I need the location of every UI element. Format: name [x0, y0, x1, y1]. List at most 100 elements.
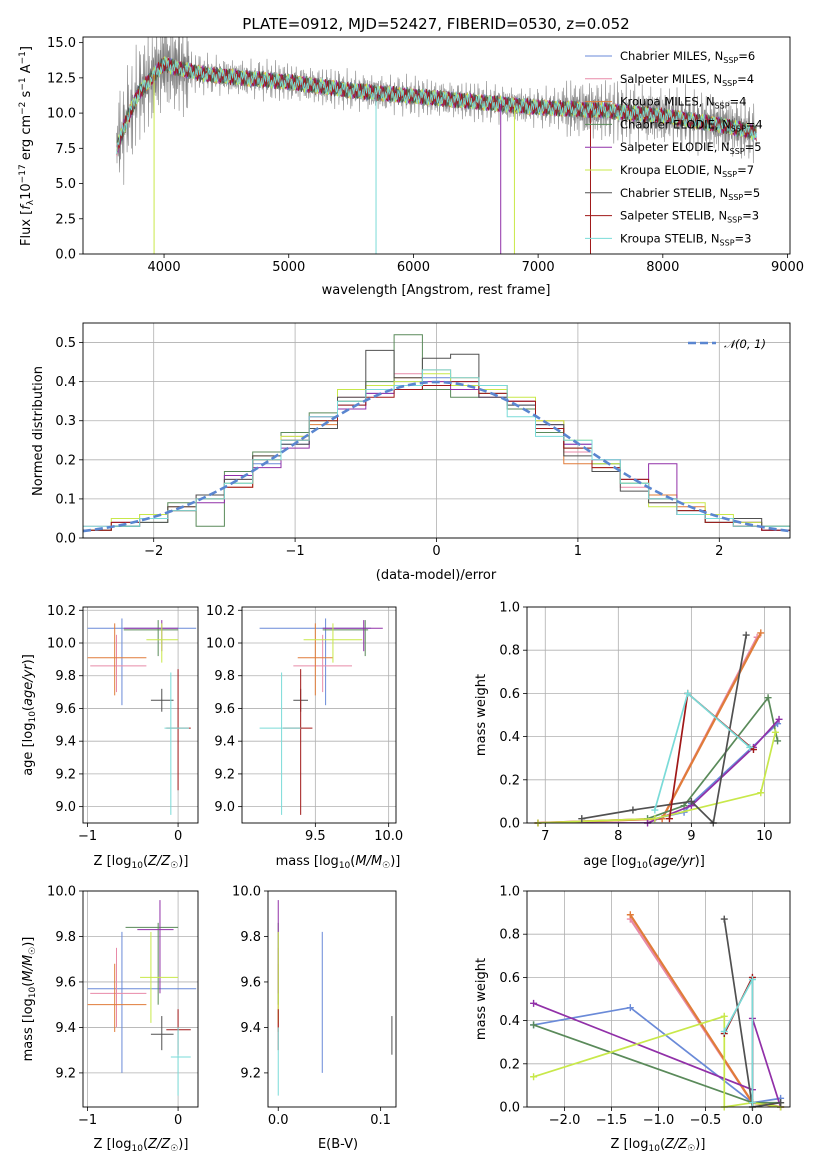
massage-axes: 9.5 10.0 9.0 9.2 9.4 9.6 9.8 10.0 10.2: [206, 604, 403, 844]
ageweight-xtick-label: 7: [541, 829, 549, 844]
zmass-ytick-label: 9.4: [55, 1021, 76, 1036]
zweight-xtick-label: −2.0: [549, 1113, 581, 1128]
ageweight-xtick-label: 8: [614, 829, 622, 844]
mass-age-xlabel-a: mass [log10(M/M☉)]: [276, 854, 401, 871]
ageweight-series-4: [538, 718, 780, 823]
ebvmass-xtick-label: 0.1: [370, 1113, 391, 1128]
ageweight-marker: [774, 737, 782, 745]
zage-ytick-label: 9.2: [55, 767, 76, 782]
massage-ytick-label: 9.0: [214, 800, 235, 815]
spectrum-legend: Chabrier MILES, NSSP=6 Salpeter MILES, NS…: [585, 49, 763, 247]
spectrum-xlabel: wavelength [Angstrom, rest frame]: [322, 283, 551, 298]
massage-point-2: [297, 623, 333, 696]
zweight-xtick-label: −1.5: [596, 1113, 628, 1128]
zmass-ytick-label: 9.8: [55, 930, 76, 945]
zage-point-4: [123, 620, 179, 652]
zmass-point-5: [140, 931, 179, 1023]
ageweight-marker: [749, 746, 757, 754]
massage-point-4: [322, 620, 383, 652]
spectrum-ylabel: Flux [fλ10−17 erg cm−2 s−1 A−1]: [18, 46, 36, 246]
zmass-point-6: [150, 1016, 174, 1051]
massage-xtick-label: 9.5: [305, 829, 326, 844]
legend-entry: Salpeter ELODIE, NSSP=5: [620, 140, 762, 156]
zweight-marker: [720, 915, 728, 923]
zweight-ytick-label: 1.0: [499, 885, 520, 900]
ageweight-xtick-label: 10: [756, 829, 773, 844]
zweight-marker: [720, 1027, 728, 1035]
zage-ytick-label: 9.6: [55, 702, 76, 717]
residuals-xtick-label: −1: [286, 544, 305, 559]
zweight-marker: [530, 999, 538, 1007]
residuals-xlabel: (data-model)/error: [376, 568, 497, 583]
ageweight-marker: [746, 743, 754, 751]
residuals-xtick-label: 1: [574, 544, 582, 559]
ageweight-marker: [578, 815, 586, 823]
ageweight-ytick-label: 0.0: [499, 817, 520, 832]
ageweight-marker: [757, 629, 765, 637]
zweight-marker: [748, 976, 756, 984]
spectrum-ytick-label: 15.0: [47, 36, 76, 51]
zweight-marker: [777, 1099, 785, 1107]
massage-point-3: [322, 620, 369, 657]
zmass-axes: −1 0 9.2 9.4 9.6 9.8 10.0: [47, 885, 198, 1128]
ageweight-ylabel: mass weight: [474, 674, 489, 756]
residuals-gaussian: [82, 380, 791, 533]
legend-entry: Kroupa ELODIE, NSSP=7: [620, 163, 754, 179]
residuals-legend-label: 𝒩(0, 1): [724, 337, 766, 351]
ageweight-series-6: [581, 634, 748, 823]
residuals-xtick-label: 2: [715, 544, 723, 559]
massage-point-1: [293, 634, 352, 693]
massage-ytick-label: 9.8: [214, 669, 235, 684]
ageweight-marker: [687, 797, 695, 805]
ebvmass-frame: [267, 890, 397, 1108]
spectrum-xtick-label: 7000: [522, 260, 555, 275]
spectrum-ytick-label: 7.5: [55, 142, 76, 157]
zweight-series-6: [723, 918, 781, 1107]
massage-xtick-label: 10.0: [374, 829, 403, 844]
residuals-xtick-label: 0: [432, 544, 440, 559]
spectrum-ytick-label: 0.0: [55, 248, 76, 263]
zweight-ylabel: mass weight: [474, 958, 489, 1040]
spectrum-xtick-label: 6000: [397, 260, 430, 275]
zweight-marker: [530, 1021, 538, 1029]
ageweight-marker: [665, 815, 673, 823]
massage-point-8: [259, 672, 301, 815]
zweight-xtick-label: −0.5: [690, 1113, 722, 1128]
massage-point-5: [303, 623, 363, 663]
zage-point-1: [90, 634, 147, 693]
residuals-xtick-label: −2: [144, 544, 163, 559]
ageweight-ytick-label: 0.8: [499, 644, 520, 659]
residuals-ytick-label: 0.3: [55, 414, 76, 429]
massage-frame: [241, 606, 397, 824]
zweight-ytick-label: 0.8: [499, 928, 520, 943]
zweight-xtick-label: 0.0: [742, 1113, 763, 1128]
ageweight-ytick-label: 0.4: [499, 730, 520, 745]
ageweight-marker: [629, 806, 637, 814]
ebvmass-ytick-label: 9.6: [240, 975, 261, 990]
zweight-ytick-label: 0.0: [499, 1101, 520, 1116]
zmass-ytick-label: 9.6: [55, 975, 76, 990]
zweight-marker: [748, 1099, 756, 1107]
zage-frame: [82, 606, 199, 824]
spectrum-ytick-label: 12.5: [47, 71, 76, 86]
zmass-point-2: [87, 963, 147, 1032]
legend-entry: Chabrier STELIB, NSSP=5: [620, 186, 760, 202]
ebvmass-ytick-label: 10.0: [232, 885, 261, 900]
zage-point-8: [164, 672, 189, 815]
residuals-ytick-label: 0.4: [55, 375, 76, 390]
ebv-xlabel: E(B-V): [318, 1137, 358, 1152]
ageweight-marker: [651, 815, 659, 823]
spectrum-frame: [82, 36, 791, 255]
ageweight-ytick-label: 0.2: [499, 773, 520, 788]
residuals-ytick-label: 0.0: [55, 532, 76, 547]
spectrum-ytick-label: 10.0: [47, 107, 76, 122]
zage-point-5: [146, 623, 179, 663]
legend-entry: Kroupa STELIB, NSSP=3: [620, 231, 751, 247]
ageweight-axes: 7 8 9 10 0.0 0.2 0.4 0.6 0.8 1.0: [499, 601, 790, 844]
legend-entry: Salpeter MILES, NSSP=4: [620, 72, 754, 88]
legend-entry: Chabrier ELODIE, NSSP=4: [620, 117, 763, 133]
ebvmass-xtick-label: 0.0: [268, 1113, 289, 1128]
zmass-point-1: [90, 947, 147, 1028]
ageweight-series-1: [537, 636, 759, 823]
